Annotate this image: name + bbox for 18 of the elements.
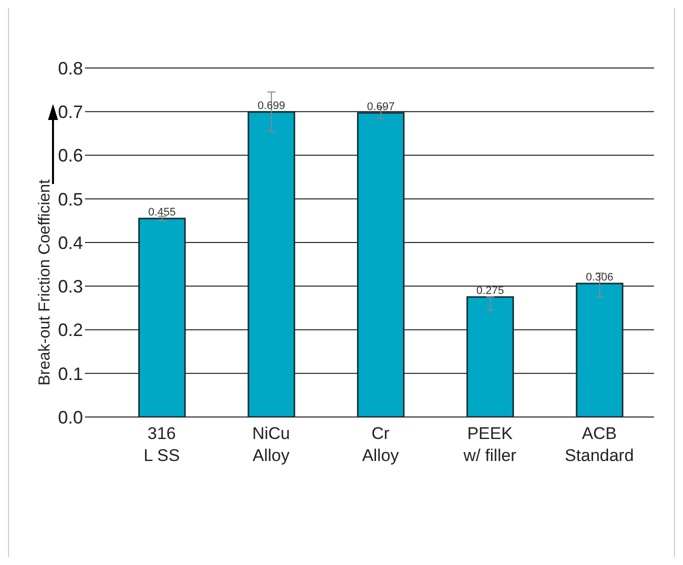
y-tick-label: 0.4 (58, 232, 83, 253)
y-tick-label: 0.0 (58, 407, 83, 428)
x-tick-label: 316 L SS (144, 424, 180, 465)
y-tick-label: 0.7 (58, 102, 83, 122)
y-tick-label: 0.3 (58, 276, 83, 297)
data-label: 0.275 (476, 285, 504, 298)
y-tick-label: 0.8 (58, 58, 83, 78)
y-tick-label: 0.5 (58, 189, 83, 210)
x-tick-label: ACB Standard (564, 424, 634, 465)
x-tick-label: NiCu Alloy (252, 424, 290, 465)
data-label: 0.455 (148, 206, 176, 219)
y-axis-title: Break-out Friction Coefficient (36, 178, 54, 386)
x-tick-label: PEEK w/ filler (462, 424, 517, 465)
data-label: 0.697 (367, 100, 395, 113)
y-tick-label: 0.2 (58, 320, 83, 340)
x-tick-label: Cr Alloy (362, 424, 400, 465)
y-tick-label: 0.1 (58, 364, 83, 384)
y-tick-label: 0.6 (58, 146, 83, 166)
